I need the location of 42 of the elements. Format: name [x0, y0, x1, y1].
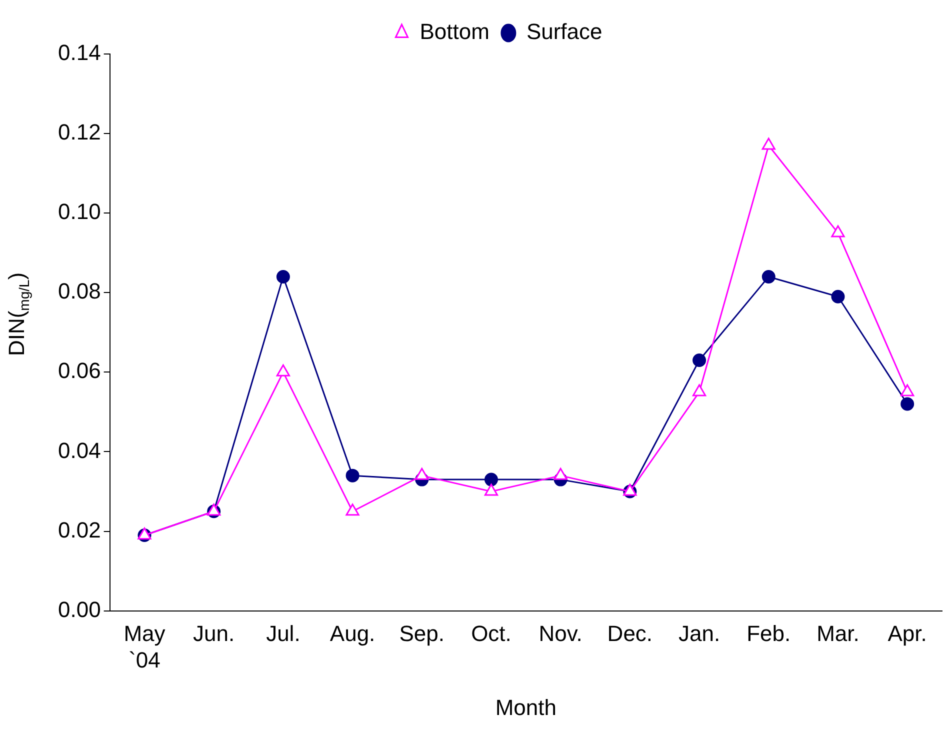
y-tick-label: 0.10: [58, 199, 101, 224]
point: [554, 468, 568, 480]
point: [415, 468, 429, 480]
legend-label: Bottom: [420, 19, 490, 44]
x-tick-label: Aug.: [330, 621, 376, 646]
point: [207, 504, 221, 516]
x-tick-label: Jun.: [193, 621, 235, 646]
x-tick-label: Apr.: [888, 621, 927, 646]
point: [484, 472, 498, 486]
x-tick-label: May `04: [124, 621, 166, 672]
x-tick-label: Dec.: [607, 621, 653, 646]
point: [276, 364, 290, 376]
point: [623, 484, 637, 496]
point: [138, 527, 152, 540]
x-tick-label: Nov.: [538, 621, 582, 646]
point: [484, 484, 498, 496]
x-tick-label: Sep.: [399, 621, 445, 646]
y-tick-label: 0.12: [58, 120, 101, 145]
point: [831, 225, 845, 238]
x-tick-label: Mar.: [816, 621, 860, 646]
x-axis-title: Month: [495, 694, 556, 720]
y-tick-label: 0.04: [58, 438, 101, 463]
x-tick-label: Jul.: [266, 621, 300, 646]
point: [346, 468, 360, 482]
y-tick-label: 0.06: [58, 358, 101, 384]
point: [900, 384, 914, 396]
point: [692, 353, 706, 367]
point: [346, 504, 360, 516]
point: [762, 138, 776, 150]
y-tick-label: 0.02: [58, 517, 101, 542]
point: [762, 270, 776, 284]
x-tick-label: Oct.: [471, 621, 512, 646]
point: [900, 397, 914, 411]
x-tick-label: Jan.: [678, 621, 720, 646]
y-tick-label: 0.00: [58, 596, 101, 622]
y-tick-label: 0.14: [58, 40, 101, 66]
y-tick-label: 0.08: [58, 278, 101, 304]
legend-label: Surface: [526, 19, 602, 44]
point: [276, 270, 290, 284]
point: [692, 384, 706, 396]
point: [831, 290, 845, 304]
x-tick-label: Feb.: [746, 621, 791, 646]
